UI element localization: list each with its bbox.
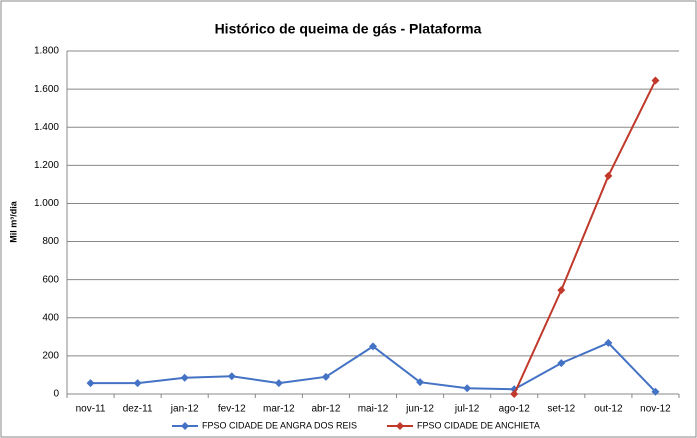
point-marker	[463, 384, 472, 393]
y-tick-label: 0	[53, 389, 59, 400]
point-marker	[604, 171, 613, 180]
chart-title: Histórico de queima de gás - Plataforma	[215, 21, 482, 37]
y-tick-label: 1.200	[34, 160, 59, 171]
x-tick-label: jun-12	[405, 404, 434, 415]
y-tick-label: 800	[42, 236, 59, 247]
point-marker	[651, 76, 660, 85]
y-tick-label: 600	[42, 274, 59, 285]
point-marker	[133, 379, 142, 388]
x-tick-label: ago-12	[499, 404, 531, 415]
point-marker	[651, 387, 660, 396]
x-tick-label: jul-12	[454, 404, 480, 415]
y-axis-label: Mil m³/dia	[8, 200, 18, 242]
point-marker	[557, 286, 566, 295]
y-tick-label: 200	[42, 351, 59, 362]
x-tick-label: out-12	[594, 404, 623, 415]
point-marker	[227, 372, 236, 381]
point-marker	[180, 373, 189, 382]
legend-marker	[396, 422, 404, 430]
point-marker	[557, 359, 566, 368]
x-tick-label: nov-11	[76, 404, 106, 415]
y-tick-label: 1.800	[34, 46, 59, 57]
y-tick-label: 1.400	[34, 122, 59, 133]
y-tick-label: 1.600	[34, 84, 59, 95]
x-tick-label: nov-12	[640, 404, 671, 415]
point-marker	[369, 342, 377, 351]
series-line	[513, 80, 657, 395]
point-marker	[510, 390, 519, 398]
x-tick-label: mai-12	[358, 404, 389, 415]
x-tick-label: mar-12	[263, 404, 295, 415]
legend-label: FPSO CIDADE DE ANGRA DOS REIS	[202, 420, 357, 430]
x-tick-label: abr-12	[311, 404, 340, 415]
x-tick-label: jan-12	[170, 404, 199, 415]
point-marker	[416, 378, 425, 387]
legend-label: FPSO CIDADE DE ANCHIETA	[417, 420, 540, 430]
point-marker	[321, 372, 330, 381]
legend-marker	[181, 422, 189, 430]
x-tick-label: fev-12	[218, 404, 246, 415]
y-tick-label: 400	[42, 312, 59, 323]
point-marker	[274, 379, 283, 388]
point-marker	[604, 338, 613, 347]
x-tick-label: dez-11	[123, 404, 153, 415]
point-marker	[86, 379, 95, 388]
x-tick-label: set-12	[547, 404, 575, 415]
y-tick-label: 1.000	[34, 198, 59, 209]
